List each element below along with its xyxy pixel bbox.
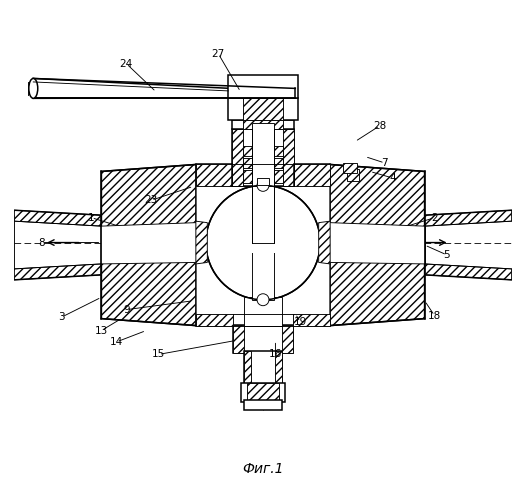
Text: 7: 7 [381, 158, 388, 168]
Polygon shape [196, 164, 232, 186]
Text: 3: 3 [58, 312, 65, 322]
Text: 27: 27 [211, 48, 225, 58]
Bar [243, 146, 283, 156]
Bar [252, 129, 274, 186]
Polygon shape [319, 221, 330, 264]
Bar [243, 98, 283, 120]
Text: 28: 28 [373, 120, 387, 130]
Polygon shape [196, 221, 207, 264]
Bar [243, 170, 283, 183]
Polygon shape [294, 164, 330, 186]
Polygon shape [33, 78, 295, 98]
Polygon shape [424, 210, 512, 226]
Bar [342, 163, 358, 173]
Polygon shape [102, 222, 196, 264]
Bar [244, 352, 251, 385]
Text: 9: 9 [123, 304, 129, 314]
Polygon shape [196, 314, 233, 326]
Polygon shape [14, 210, 102, 226]
Circle shape [257, 294, 269, 306]
Text: 18: 18 [428, 310, 441, 320]
Bar [233, 324, 244, 354]
Text: 13: 13 [95, 326, 108, 336]
Bar [252, 123, 274, 242]
Bar [228, 98, 298, 120]
Polygon shape [330, 222, 424, 264]
Polygon shape [14, 264, 102, 280]
Bar [228, 76, 298, 98]
Text: 15: 15 [152, 350, 165, 360]
Text: 19: 19 [294, 317, 307, 327]
Bar [232, 129, 294, 186]
Text: 23: 23 [145, 196, 158, 205]
Bar [247, 383, 279, 402]
Polygon shape [424, 215, 512, 270]
Bar [257, 178, 269, 186]
Bar [233, 324, 293, 354]
Text: 8: 8 [38, 238, 45, 248]
Bar [244, 400, 282, 410]
Polygon shape [33, 82, 228, 98]
Bar [240, 383, 286, 402]
Text: 4: 4 [389, 173, 396, 183]
Text: 5: 5 [443, 250, 450, 260]
Bar [243, 158, 283, 168]
Bar [243, 120, 283, 129]
Polygon shape [330, 164, 424, 326]
Bar [232, 120, 294, 129]
Polygon shape [102, 164, 196, 326]
Text: 1: 1 [88, 212, 95, 222]
Bar [232, 129, 243, 186]
Circle shape [257, 180, 269, 192]
Text: Фиг.1: Фиг.1 [242, 462, 284, 476]
Bar [244, 352, 282, 385]
Bar [206, 232, 320, 254]
Text: 24: 24 [119, 58, 133, 68]
Bar [252, 186, 274, 300]
Text: 2: 2 [431, 212, 438, 222]
Bar [283, 129, 294, 186]
Text: 16: 16 [269, 350, 282, 360]
Polygon shape [14, 215, 102, 270]
Ellipse shape [29, 78, 38, 98]
Polygon shape [424, 264, 512, 280]
Bar [282, 324, 293, 354]
Bar [347, 169, 359, 181]
Bar [244, 296, 282, 326]
Polygon shape [293, 314, 330, 326]
Text: 14: 14 [110, 337, 123, 347]
Circle shape [206, 186, 320, 300]
Bar [275, 352, 282, 385]
